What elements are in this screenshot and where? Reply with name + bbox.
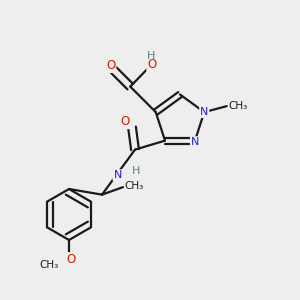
- Text: N: N: [113, 170, 122, 180]
- Text: CH₃: CH₃: [124, 181, 144, 190]
- Text: N: N: [191, 137, 199, 147]
- Text: O: O: [67, 253, 76, 266]
- Text: O: O: [121, 115, 130, 128]
- Text: N: N: [200, 107, 208, 117]
- Text: O: O: [106, 59, 116, 72]
- Text: H: H: [147, 51, 155, 61]
- Text: CH₃: CH₃: [228, 101, 248, 111]
- Text: O: O: [147, 58, 157, 71]
- Text: H: H: [132, 166, 140, 176]
- Text: CH₃: CH₃: [39, 260, 58, 270]
